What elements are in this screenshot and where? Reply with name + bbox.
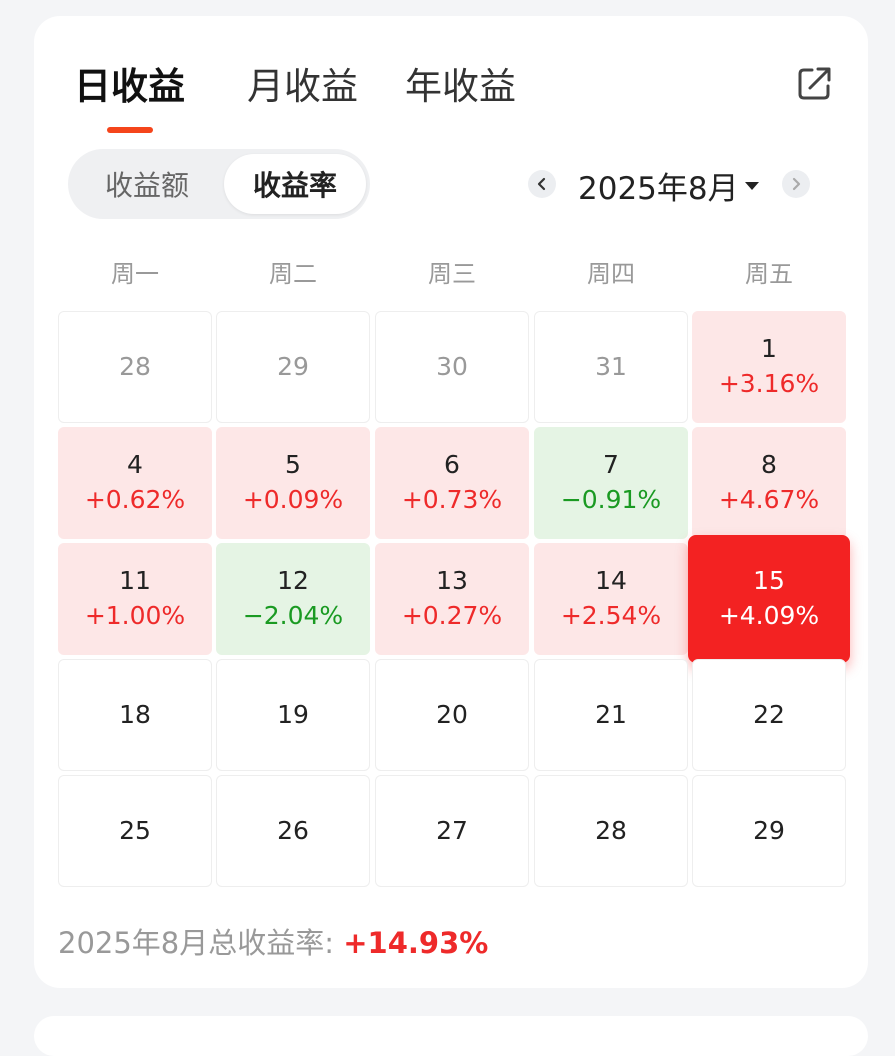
chevron-left-icon (537, 177, 546, 191)
day-number: 15 (753, 566, 785, 596)
tab-daily[interactable]: 日收益 (74, 65, 185, 108)
calendar-day[interactable]: 12 −2.04% (216, 543, 370, 655)
calendar-day[interactable]: 13 +0.27% (375, 543, 529, 655)
calendar-day[interactable]: 22 (692, 659, 846, 771)
next-card (34, 1016, 868, 1056)
weekday-header: 周四 (587, 260, 635, 288)
weekday-header: 周一 (111, 260, 159, 288)
day-rate: +0.09% (242, 484, 344, 514)
day-number: 14 (595, 566, 627, 596)
day-number: 1 (761, 334, 777, 364)
calendar-day[interactable]: 18 (58, 659, 212, 771)
day-number: 27 (436, 815, 468, 845)
day-number: 21 (595, 699, 627, 729)
earnings-card: 日收益 月收益 年收益 收益额 收益率 2025年8月 周一 周二 周三 周四 周五 2… (34, 16, 868, 988)
day-rate: +3.16% (718, 368, 820, 398)
next-month-button[interactable] (782, 170, 810, 198)
day-number: 11 (119, 566, 151, 596)
calendar-day[interactable]: 7 −0.91% (534, 427, 688, 539)
day-number: 20 (436, 699, 468, 729)
tab-monthly[interactable]: 月收益 (247, 65, 358, 108)
calendar-day[interactable]: 19 (216, 659, 370, 771)
day-number: 25 (119, 815, 151, 845)
summary-label: 2025年8月总收益率: (58, 926, 344, 960)
day-number: 6 (444, 450, 460, 480)
day-number: 28 (119, 351, 151, 381)
day-number: 26 (277, 815, 309, 845)
tab-yearly[interactable]: 年收益 (405, 65, 516, 108)
day-number: 19 (277, 699, 309, 729)
day-rate: +0.27% (401, 600, 503, 630)
day-number: 8 (761, 450, 777, 480)
summary-value: +14.93% (343, 926, 489, 960)
day-number: 29 (277, 351, 309, 381)
day-rate: +0.73% (401, 484, 503, 514)
day-number: 31 (595, 351, 627, 381)
calendar-day[interactable]: 4 +0.62% (58, 427, 212, 539)
calendar-day[interactable]: 28 (58, 311, 212, 423)
calendar-day[interactable]: 14 +2.54% (534, 543, 688, 655)
share-button[interactable] (794, 62, 834, 102)
day-rate: −2.04% (242, 600, 344, 630)
calendar-day[interactable]: 30 (375, 311, 529, 423)
active-tab-indicator (107, 127, 153, 133)
toggle-amount[interactable]: 收益额 (104, 169, 189, 202)
day-number: 12 (277, 566, 309, 596)
day-number: 22 (753, 699, 785, 729)
chevron-right-icon (792, 177, 801, 191)
monthly-summary: 2025年8月总收益率: +14.93% (58, 920, 488, 962)
share-icon (798, 67, 831, 100)
day-rate: +4.67% (718, 484, 820, 514)
calendar-day[interactable]: 26 (216, 775, 370, 887)
day-rate: −0.91% (560, 484, 662, 514)
month-selector[interactable]: 2025年8月 (578, 163, 759, 208)
day-number: 13 (436, 566, 468, 596)
weekday-header: 周三 (428, 260, 476, 288)
calendar-day[interactable]: 29 (692, 775, 846, 887)
day-number: 5 (285, 450, 301, 480)
metric-toggle: 收益额 收益率 (68, 149, 370, 219)
caret-down-icon (744, 181, 759, 190)
day-rate: +1.00% (84, 600, 186, 630)
day-rate: +0.62% (84, 484, 186, 514)
toggle-rate[interactable]: 收益率 (224, 154, 366, 214)
day-number: 7 (603, 450, 619, 480)
calendar-day[interactable]: 20 (375, 659, 529, 771)
calendar-day[interactable]: 27 (375, 775, 529, 887)
day-number: 18 (119, 699, 151, 729)
day-rate: +2.54% (560, 600, 662, 630)
calendar-day[interactable]: 21 (534, 659, 688, 771)
calendar-day[interactable]: 28 (534, 775, 688, 887)
calendar-day[interactable]: 25 (58, 775, 212, 887)
calendar-day[interactable]: 31 (534, 311, 688, 423)
calendar-day[interactable]: 6 +0.73% (375, 427, 529, 539)
calendar-day[interactable]: 8 +4.67% (692, 427, 846, 539)
calendar-day[interactable]: 1 +3.16% (692, 311, 846, 423)
calendar-day[interactable]: 5 +0.09% (216, 427, 370, 539)
calendar-day[interactable]: 11 +1.00% (58, 543, 212, 655)
weekday-header: 周五 (745, 260, 793, 288)
weekday-header: 周二 (269, 260, 317, 288)
day-rate: +4.09% (718, 600, 820, 630)
day-number: 29 (753, 815, 785, 845)
day-number: 4 (127, 450, 143, 480)
day-number: 28 (595, 815, 627, 845)
day-number: 30 (436, 351, 468, 381)
prev-month-button[interactable] (528, 170, 556, 198)
calendar-day[interactable]: 29 (216, 311, 370, 423)
month-label: 2025年8月 (578, 171, 739, 207)
calendar-day-selected[interactable]: 15 +4.09% (688, 535, 850, 663)
